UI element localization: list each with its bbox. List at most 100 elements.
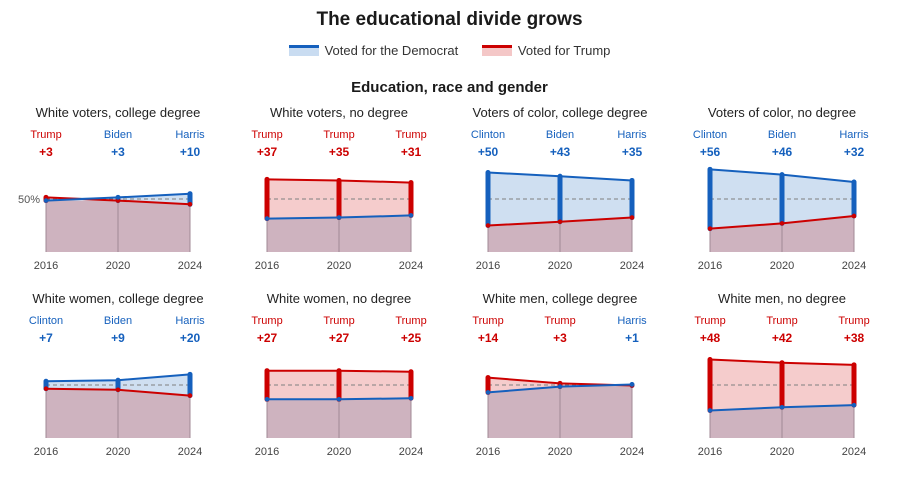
winner-label: Harris: [839, 129, 869, 141]
margin-label: +1: [625, 331, 639, 345]
democrat-point: [43, 378, 49, 384]
fifty-percent-label: 50%: [18, 194, 40, 206]
trump-point: [629, 215, 635, 220]
year-tick-label: 2020: [548, 446, 572, 458]
chart-panel-4: Voters of color, no degree Clinton +56 Bide…: [693, 105, 869, 272]
margin-label: +56: [700, 145, 721, 159]
democrat-point: [187, 372, 193, 377]
democrat-point: [707, 408, 713, 413]
year-tick-label: 2016: [698, 260, 722, 272]
democrat-point: [336, 397, 342, 402]
trump-point: [408, 180, 414, 185]
year-tick-label: 2020: [770, 446, 794, 458]
margin-label: +10: [180, 145, 201, 159]
winner-label: Biden: [768, 129, 796, 141]
year-tick-label: 2016: [255, 260, 279, 272]
page-title: The educational divide grows: [316, 9, 583, 30]
trump-point: [264, 177, 270, 182]
trump-point: [485, 375, 491, 380]
margin-label: +20: [180, 331, 201, 345]
panel-title: Voters of color, college degree: [473, 105, 648, 120]
democrat-point: [187, 191, 193, 196]
chart-panel-2: White voters, no degree Trump +37 Trump +35 T…: [251, 105, 426, 272]
winner-label: Trump: [544, 315, 575, 327]
year-tick-label: 2016: [476, 260, 500, 272]
democrat-point: [851, 402, 857, 408]
year-tick-label: 2020: [106, 260, 130, 272]
trump-point: [779, 221, 785, 226]
winner-label: Harris: [617, 315, 647, 327]
margin-label: +25: [401, 331, 422, 345]
democrat-point: [557, 173, 563, 179]
year-tick-label: 2020: [548, 260, 572, 272]
legend-swatch-trump: [481, 45, 512, 56]
winner-label: Trump: [694, 315, 725, 327]
democrat-point: [485, 170, 491, 175]
trump-point: [115, 387, 121, 393]
year-tick-label: 2024: [178, 446, 202, 458]
chart-panel-6: White women, no degree Trump +27 Trump +27 Tr…: [251, 291, 426, 458]
democrat-point: [43, 198, 49, 203]
legend: Voted for the Democrat Voted for Trump: [0, 43, 899, 59]
margin-label: +42: [772, 331, 793, 345]
year-tick-label: 2020: [770, 260, 794, 272]
trump-point: [779, 360, 785, 366]
margin-label: +50: [478, 145, 499, 159]
trump-point: [851, 213, 857, 219]
democrat-point: [557, 384, 563, 389]
democrat-point: [115, 377, 121, 383]
trump-point: [707, 357, 713, 362]
winner-label: Clinton: [471, 129, 505, 141]
panel-title: White men, college degree: [483, 291, 638, 306]
democrat-point: [629, 178, 635, 183]
margin-label: +9: [111, 331, 125, 345]
margin-label: +35: [329, 145, 350, 159]
trump-point: [557, 381, 563, 386]
year-tick-label: 2020: [327, 260, 351, 272]
winner-label: Trump: [323, 315, 354, 327]
margin-label: +27: [257, 331, 278, 345]
trump-point: [187, 393, 193, 398]
margin-label: +37: [257, 145, 278, 159]
panel-title: White voters, college degree: [36, 105, 201, 120]
democrat-point: [264, 397, 270, 402]
winner-label: Clinton: [29, 315, 63, 327]
winner-label: Trump: [251, 315, 282, 327]
year-tick-label: 2016: [34, 446, 58, 458]
winner-label: Trump: [766, 315, 797, 327]
democrat-point: [336, 215, 342, 220]
democrat-point: [264, 216, 270, 221]
democrat-point: [408, 395, 414, 401]
year-tick-label: 2020: [106, 446, 130, 458]
winner-label: Trump: [472, 315, 503, 327]
trump-point: [43, 195, 49, 200]
year-tick-label: 2024: [178, 260, 202, 272]
year-tick-label: 2016: [698, 446, 722, 458]
legend-label-democrat: Voted for the Democrat: [324, 43, 459, 58]
legend-label-trump: Voted for Trump: [517, 43, 611, 58]
margin-label: +27: [329, 331, 350, 345]
democrat-point: [779, 404, 785, 410]
winner-label: Harris: [175, 315, 205, 327]
panel-title: White women, college degree: [32, 291, 203, 306]
panel-title: White voters, no degree: [270, 105, 408, 120]
democrat-point: [779, 172, 785, 177]
margin-label: +3: [553, 331, 567, 345]
trump-point: [336, 368, 342, 373]
margin-label: +14: [478, 331, 499, 345]
winner-label: Biden: [546, 129, 574, 141]
chart-panel-8: White men, no degree Trump +48 Trump +42 Trum…: [694, 291, 869, 458]
winner-label: Trump: [395, 129, 426, 141]
margin-label: +38: [844, 331, 865, 345]
trump-point: [707, 226, 713, 231]
trump-point: [408, 369, 414, 375]
panel-title: White women, no degree: [267, 291, 412, 306]
winner-label: Trump: [251, 129, 282, 141]
democrat-point: [851, 179, 857, 185]
legend-item-trump: Voted for Trump: [481, 43, 611, 58]
margin-label: +35: [622, 145, 643, 159]
year-tick-label: 2024: [842, 260, 866, 272]
trump-point: [851, 362, 857, 368]
winner-label: Harris: [617, 129, 647, 141]
